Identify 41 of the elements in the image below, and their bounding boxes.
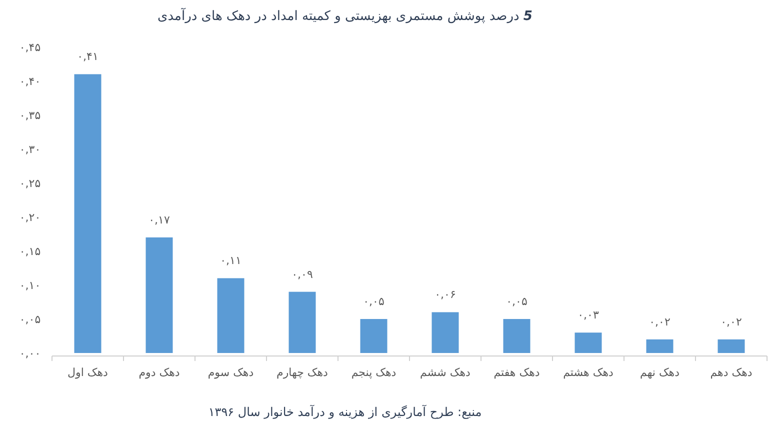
data-label: ۰,۰۳: [578, 308, 599, 322]
x-tick-label: دهک اول: [68, 366, 108, 379]
bar: [432, 312, 459, 353]
x-tick-label: دهک دوم: [138, 366, 180, 379]
y-tick-label: ۰,۱۰: [19, 279, 41, 292]
x-tick-label: دهک هفتم: [494, 366, 540, 379]
y-tick-label: ۰,۳۰: [19, 143, 41, 156]
x-tick-label: دهک سوم: [208, 366, 254, 379]
y-tick-label: ۰,۲۰: [19, 211, 41, 224]
bar: [574, 332, 602, 353]
y-tick-label: ۰,۲۵: [19, 177, 41, 190]
data-label: ۰,۰۵: [506, 295, 528, 308]
x-tick-label: دهک دهم: [710, 366, 752, 379]
text: منبع: طرح آمارگیری از هزینه و درآمد خانوار سال ۱۳۹۶: [208, 404, 482, 419]
x-tick-label: دهک چهارم: [276, 366, 328, 379]
x-tick-label: دهک نهم: [640, 366, 680, 379]
y-tick-label: ۰,۱۵: [19, 245, 41, 258]
data-label: ۰,۰۶: [434, 288, 456, 302]
data-label: ۰,۰۵: [363, 295, 384, 308]
x-tick-label: دهک ششم: [420, 366, 471, 379]
data-label: ۰,۰۲: [649, 315, 670, 328]
data-label: ۰,۰۲: [720, 315, 742, 328]
data-label: ۰,۰۹: [292, 268, 313, 281]
bar: [74, 74, 102, 353]
y-tick-label: ۰,۴۰: [19, 75, 41, 88]
x-tick-label: دهک پنجم: [351, 366, 396, 379]
bar: [288, 292, 316, 353]
data-label: ۰,۴۱: [77, 50, 98, 64]
data-label: ۰,۱۱: [220, 254, 242, 268]
x-tick-label: دهک هشتم: [563, 366, 614, 379]
bar: [646, 339, 674, 353]
bar: [503, 319, 530, 353]
y-tick-label: ۰,۳۵: [19, 109, 41, 122]
bar: [146, 237, 173, 353]
bar: [217, 278, 244, 353]
bar: [718, 339, 745, 353]
y-tick-label: ۰,۴۵: [19, 41, 41, 54]
bar: [360, 319, 388, 353]
data-label: ۰,۱۷: [148, 213, 170, 226]
y-tick-label: ۰,۰۰: [19, 347, 41, 360]
y-tick-label: ۰,۰۵: [19, 313, 41, 326]
